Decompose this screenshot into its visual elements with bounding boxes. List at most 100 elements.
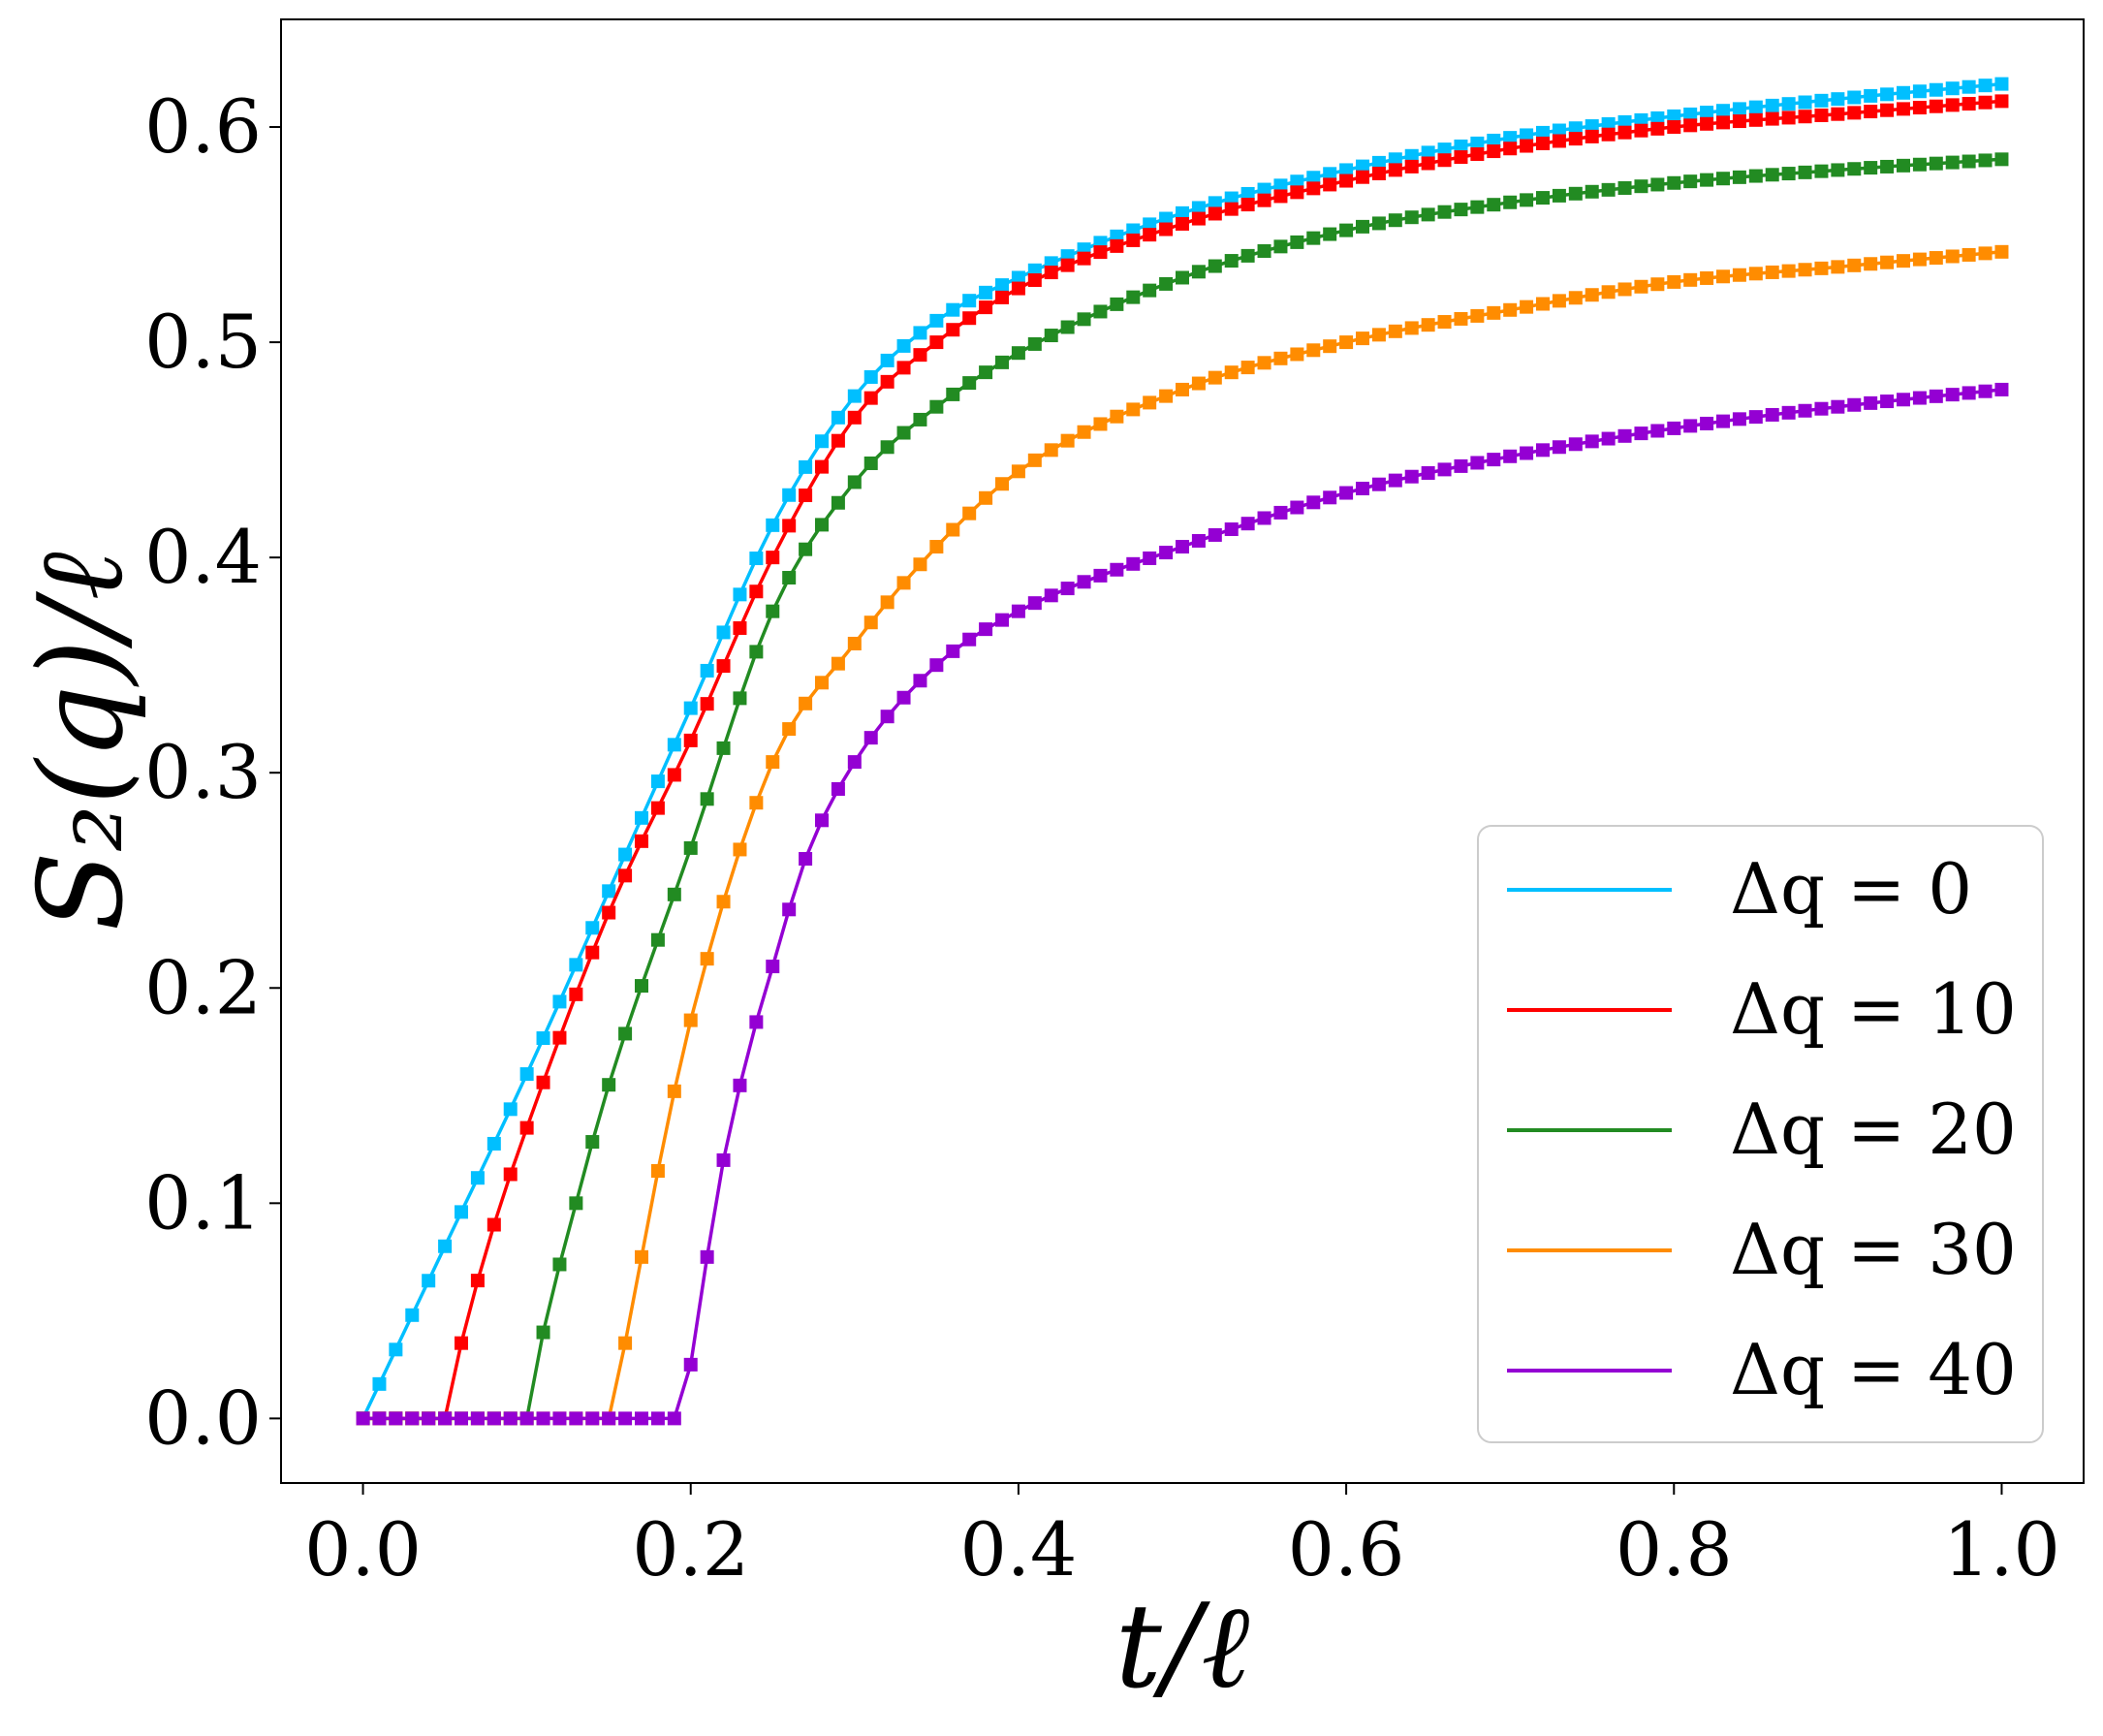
data-point xyxy=(1520,193,1534,207)
data-point xyxy=(1093,568,1108,583)
data-point xyxy=(1176,382,1189,396)
x-tick-label: 0.8 xyxy=(1616,1506,1733,1593)
data-point xyxy=(1240,248,1255,263)
data-point xyxy=(1454,139,1468,153)
data-point xyxy=(1421,465,1435,480)
data-point xyxy=(913,326,927,340)
data-point xyxy=(1847,258,1862,272)
data-point xyxy=(487,1136,501,1151)
data-point xyxy=(1077,425,1091,439)
data-point xyxy=(1864,88,1878,103)
data-point xyxy=(635,1411,648,1426)
data-point xyxy=(1011,464,1025,479)
data-point xyxy=(700,1249,714,1264)
data-point xyxy=(749,645,764,659)
y-axis-label: S₂(q)/ℓ xyxy=(15,552,149,931)
data-point xyxy=(405,1308,420,1322)
data-point xyxy=(1945,388,1960,402)
data-point xyxy=(1716,269,1730,284)
data-point xyxy=(716,625,731,640)
data-point xyxy=(1470,200,1485,214)
data-point xyxy=(782,722,797,737)
data-point xyxy=(1273,178,1288,193)
data-point xyxy=(585,1411,600,1426)
series-4 xyxy=(356,382,2009,1426)
data-point xyxy=(962,376,977,391)
data-point xyxy=(1404,148,1419,163)
data-point xyxy=(1683,419,1698,433)
data-point xyxy=(1912,101,1927,115)
data-point xyxy=(1700,416,1714,430)
data-point xyxy=(1520,128,1534,142)
data-point xyxy=(552,994,567,1009)
y-tick-label: 0.6 xyxy=(144,83,262,170)
data-point xyxy=(1388,324,1402,338)
data-point xyxy=(896,690,911,705)
data-point xyxy=(946,302,960,317)
data-point xyxy=(1601,182,1616,197)
data-point xyxy=(1077,312,1091,327)
data-point xyxy=(863,369,878,384)
data-point xyxy=(929,335,944,350)
data-point xyxy=(1437,153,1452,168)
data-point xyxy=(1159,222,1174,237)
data-point xyxy=(1388,213,1402,228)
data-point xyxy=(1601,127,1616,142)
data-point xyxy=(1568,437,1583,452)
data-point xyxy=(1536,443,1550,458)
data-point xyxy=(1568,132,1583,146)
data-point xyxy=(716,1152,731,1167)
data-point xyxy=(1864,395,1878,410)
data-point xyxy=(1831,107,1845,121)
data-point xyxy=(1897,393,1910,407)
data-point xyxy=(700,697,714,711)
data-point xyxy=(667,768,681,782)
data-point xyxy=(1437,205,1452,219)
data-point xyxy=(1404,321,1419,335)
x-tick-label: 0.6 xyxy=(1288,1506,1405,1593)
data-point xyxy=(1978,246,1993,261)
data-point xyxy=(1323,167,1337,181)
data-point xyxy=(1929,99,1943,113)
data-point xyxy=(1470,308,1485,323)
data-point xyxy=(1044,443,1058,458)
data-point xyxy=(733,587,747,602)
data-point xyxy=(1585,288,1599,302)
data-point xyxy=(1356,481,1369,495)
data-point xyxy=(1585,434,1599,449)
data-point xyxy=(1290,174,1304,189)
data-point xyxy=(1208,196,1222,210)
y-tick-label: 0.1 xyxy=(144,1159,262,1246)
data-point xyxy=(1110,297,1124,311)
data-point xyxy=(1945,98,1960,112)
data-point xyxy=(438,1239,453,1253)
data-point xyxy=(749,584,764,599)
data-point xyxy=(1748,169,1763,183)
data-point xyxy=(487,1411,501,1426)
data-point xyxy=(618,1411,633,1426)
data-point xyxy=(683,701,698,715)
data-point xyxy=(1191,201,1206,215)
data-point xyxy=(1257,182,1271,197)
data-point xyxy=(1912,391,1927,405)
legend-box xyxy=(1477,825,2044,1443)
data-point xyxy=(1732,170,1746,184)
data-point xyxy=(455,1411,468,1426)
data-point xyxy=(1765,168,1779,182)
data-point xyxy=(1880,255,1895,269)
data-point xyxy=(1634,279,1648,294)
data-point xyxy=(1748,267,1763,281)
data-point xyxy=(1371,155,1386,170)
data-point xyxy=(1273,505,1288,520)
data-point xyxy=(618,1336,633,1350)
data-point xyxy=(979,285,993,300)
data-point xyxy=(1060,582,1075,596)
data-point xyxy=(1290,500,1304,515)
data-point xyxy=(1601,285,1616,300)
data-point xyxy=(962,294,977,308)
data-point xyxy=(847,389,862,403)
data-point xyxy=(1634,112,1648,127)
data-point xyxy=(1339,174,1354,188)
data-point xyxy=(438,1411,453,1426)
